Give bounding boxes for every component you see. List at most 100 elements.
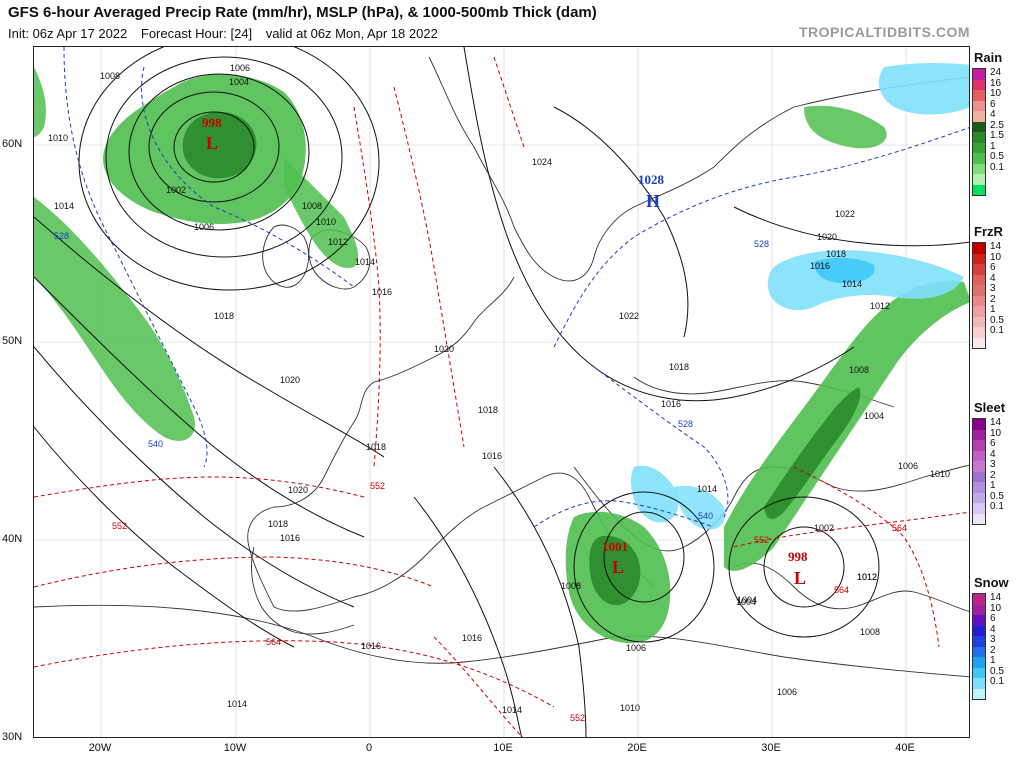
legend-swatches [972,68,986,196]
legend-swatch [973,184,985,195]
legend-swatches [972,418,986,525]
legend-swatch [973,316,985,327]
legend-tick: 1 [990,304,996,315]
thickness-label: 564 [834,585,849,595]
legend-swatch [973,471,985,482]
legend-tick: 10 [990,251,1002,263]
low-center-letter: L [794,568,806,588]
isobars [34,47,969,737]
low-center-letter: L [206,133,218,153]
legend-tick: 6 [990,613,996,624]
thickness-label: 552 [570,713,585,723]
legend-title: Snow [974,575,1009,590]
legend-swatch [973,264,985,275]
thickness-label: 540 [698,511,713,521]
isobar-label: 1006 [898,461,918,471]
isobar-label: 1012 [857,572,877,582]
lon-label-40e: 40E [895,742,915,754]
thickness-label: 564 [266,637,281,647]
isobar-label: 1018 [669,362,689,372]
legend-tick: 1.5 [990,130,1004,141]
legend-tick: 0.1 [990,161,1004,173]
isobar-label: 1016 [280,533,300,543]
thickness-label: 564 [892,523,907,533]
legend-tick: 24 [990,67,1002,78]
thickness-label: 552 [370,481,385,491]
legend-tick: 6 [990,262,996,273]
thickness-labels: 528 540 552 552 564 552 528 528 540 552 … [54,231,907,723]
legend-swatch [973,513,985,524]
legend-tick: 0.5 [990,151,1004,162]
legend-tick: 0.1 [990,501,1004,512]
lat-label-40n: 40N [2,533,23,545]
legend-tick: 6 [990,98,996,110]
brand-watermark: TROPICALTIDBITS.COM [798,24,970,40]
legend-tick: 3 [990,634,996,645]
isobar-label: 1004 [229,77,249,87]
valid-time: valid at 06z Mon, Apr 18 2022 [265,26,438,41]
legend-tick: 14 [990,592,1002,603]
isobar-label: 1008 [100,71,120,81]
isobar-label: 1014 [842,279,862,289]
low-center-letter: L [612,557,624,577]
weather-map: 998 L 1028 H 1001 L 998 L 1008 1006 1004… [33,46,970,738]
legend-tick: 1 [990,140,996,152]
legend-swatch [973,604,985,615]
legend-swatch [973,274,985,285]
lat-label-50n: 50N [2,335,23,347]
pressure-centers: 998 L 1028 H 1001 L 998 L [202,115,808,588]
legend-swatch [973,327,985,338]
legend-swatch [973,450,985,461]
map-title: GFS 6-hour Averaged Precip Rate (mm/hr),… [8,4,597,21]
isobar-label: 1016 [810,261,830,271]
isobar-label: 1008 [860,627,880,637]
isobar-label: 1016 [361,641,381,651]
isobar-label: 1014 [697,484,717,494]
legend-swatch [973,688,985,699]
isobar-label: 1010 [930,469,950,479]
legend-swatch [973,667,985,678]
lon-label-0: 0 [365,742,373,754]
thickness-label: 540 [148,439,163,449]
isobar-label: 1014 [502,705,522,715]
thickness-label: 528 [54,231,69,241]
legend-tick: 4 [990,448,996,460]
legend-snow: Snow 14 10 6 4 3 2 1 0.5 0.1 [972,575,1022,700]
legend-tick: 3 [990,459,996,470]
legend-swatch [973,594,985,605]
legend-swatch [973,636,985,647]
legend-swatch [973,243,985,254]
isobar-label: 1006 [777,687,797,697]
legend-swatch [973,153,985,164]
isobar-label: 1006 [626,643,646,653]
low-center-value: 1001 [602,539,628,554]
isobar-label: 1022 [619,311,639,321]
legend-rain: Rain 24 16 10 6 4 2.5 1.5 1 0.5 0.1 [972,50,1022,196]
legend-swatch [973,503,985,514]
isobar-label: 1008 [561,581,581,591]
low-center-value: 998 [202,115,222,130]
legend-tick: 0.5 [990,665,1004,677]
lon-label-20w: 20W [88,742,112,754]
isobar-label: 1018 [478,405,498,415]
legend-swatches [972,242,986,349]
legend-swatch [973,132,985,143]
map-canvas: 998 L 1028 H 1001 L 998 L 1008 1006 1004… [34,47,969,737]
isobar-label: 1012 [870,301,890,311]
low-center-value: 998 [788,549,808,564]
legend-title: Rain [974,50,1003,65]
isobar-label: 1018 [826,249,846,259]
thickness-label: 552 [112,521,127,531]
isobar-label: 1012 [328,237,348,247]
isobar-label: 1004 [736,597,756,607]
isobar-label: 1010 [316,217,336,227]
legend-swatches [972,593,986,700]
legend-swatch [973,440,985,451]
legend-title: FrzR [974,224,1003,239]
legend-tick: 10 [990,602,1002,614]
isobar-label: 1016 [372,287,392,297]
isobar-label: 1012 [857,572,877,582]
rain-areas [34,67,969,644]
header: GFS 6-hour Averaged Precip Rate (mm/hr),… [0,0,1024,46]
legend-freezing-rain: FrzR 14 10 6 4 3 2 1 0.5 0.1 [972,224,1022,349]
